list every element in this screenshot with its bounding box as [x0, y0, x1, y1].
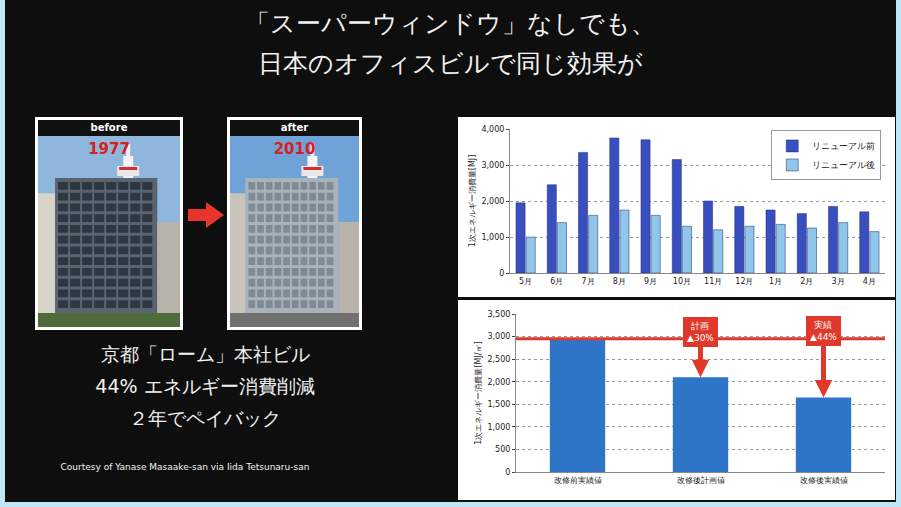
svg-text:6月: 6月 [550, 277, 563, 286]
svg-text:リニューアル後: リニューアル後 [812, 160, 875, 170]
svg-text:4月: 4月 [863, 277, 876, 286]
svg-text:5月: 5月 [519, 277, 532, 286]
svg-text:2,000: 2,000 [487, 378, 510, 387]
svg-text:3,000: 3,000 [481, 161, 504, 170]
html-text:「スーパーウィンドウ」なしでも、: 「スーパーウィンドウ」なしでも、 [245, 9, 656, 38]
html-text:before: before [90, 122, 128, 133]
html-text:京都「ローム」本社ビル: 京都「ローム」本社ビル [100, 343, 310, 365]
html-text:２年でペイバック: ２年でペイバック [129, 407, 281, 429]
svg-text:3月: 3月 [832, 277, 845, 286]
svg-text:4,000: 4,000 [481, 125, 504, 134]
svg-text:7月: 7月 [582, 277, 595, 286]
svg-text:2,500: 2,500 [487, 355, 510, 364]
svg-text:1次エネルギー消費量[MJ/㎡]: 1次エネルギー消費量[MJ/㎡] [474, 341, 483, 444]
svg-text:1,000: 1,000 [481, 233, 504, 242]
svg-text:8月: 8月 [613, 277, 626, 286]
svg-text:リニューアル前: リニューアル前 [812, 141, 875, 151]
html-text:1977: 1977 [88, 140, 130, 158]
svg-text:9月: 9月 [644, 277, 657, 286]
svg-text:500: 500 [495, 445, 510, 454]
html-text:44% エネルギー消費削減: 44% エネルギー消費削減 [95, 375, 315, 397]
svg-text:2,000: 2,000 [481, 197, 504, 206]
svg-text:12月: 12月 [735, 277, 753, 286]
html-text:日本のオフィスビルで同じ効果が: 日本のオフィスビルで同じ効果が [258, 49, 643, 78]
svg-text:改修前実績値: 改修前実績値 [554, 476, 602, 485]
html-text:after: after [280, 122, 309, 133]
html-text:Courtesy of Yanase Masaake-san: Courtesy of Yanase Masaake-san via Iida … [60, 462, 310, 472]
svg-text:改修後計画値: 改修後計画値 [677, 476, 725, 485]
svg-text:3,000: 3,000 [487, 332, 510, 341]
svg-text:0: 0 [499, 269, 504, 278]
svg-text:0: 0 [505, 468, 510, 477]
svg-text:2月: 2月 [800, 277, 813, 286]
svg-text:1,500: 1,500 [487, 400, 510, 409]
html-text:2010: 2010 [273, 140, 316, 158]
svg-text:計画▲30%: 計画▲30% [687, 321, 714, 343]
svg-text:1次エネルギー消費量[MJ]: 1次エネルギー消費量[MJ] [468, 155, 477, 248]
svg-text:10月: 10月 [673, 277, 691, 286]
svg-text:1月: 1月 [769, 277, 782, 286]
svg-text:1,000: 1,000 [487, 423, 510, 432]
svg-text:改修後実績値: 改修後実績値 [800, 476, 848, 485]
svg-text:3,500: 3,500 [487, 310, 510, 319]
svg-text:11月: 11月 [704, 277, 722, 286]
svg-text:実績▲44%: 実績▲44% [810, 320, 837, 342]
